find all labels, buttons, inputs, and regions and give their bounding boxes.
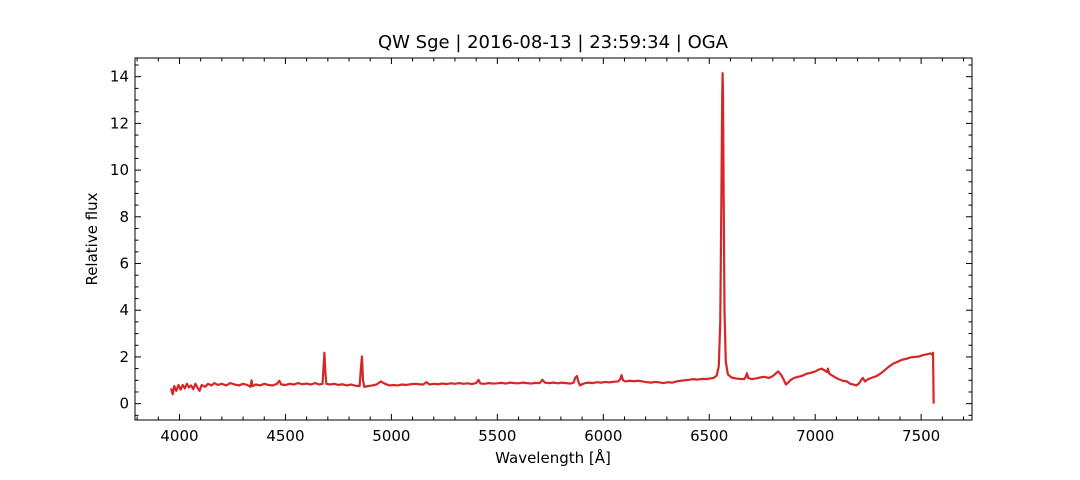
x-tick-label: 5000 [372,427,410,445]
plot-area [169,72,935,404]
y-tick-label: 2 [119,348,129,366]
y-tick-label: 4 [119,301,129,319]
axes: 4000 4500 5000 5500 6000 6500 7000 7500 0 2 4 6 8 10 1… [110,57,973,445]
x-tick-label: 7000 [796,427,834,445]
x-tick-label: 5500 [478,427,516,445]
y-tick-label: 14 [110,68,129,86]
x-tick-label: 6000 [584,427,622,445]
x-axis-label: Wavelength [Å] [495,448,611,467]
x-tick-label: 4500 [266,427,304,445]
y-tick-label: 8 [119,208,129,226]
y-axis-label: Relative flux [83,192,101,285]
chart-title: QW Sge | 2016-08-13 | 23:59:34 | OGA [378,32,729,53]
y-tick-label: 10 [110,161,129,179]
plot-frame [134,57,973,421]
x-tick-label: 7500 [902,427,940,445]
y-tick-label: 6 [119,255,129,273]
x-tick-label: 6500 [690,427,728,445]
y-tick-label: 12 [110,114,129,132]
spectrum-line-0 [169,72,935,404]
x-tick-label: 4000 [160,427,198,445]
y-tick-label: 0 [119,395,129,413]
